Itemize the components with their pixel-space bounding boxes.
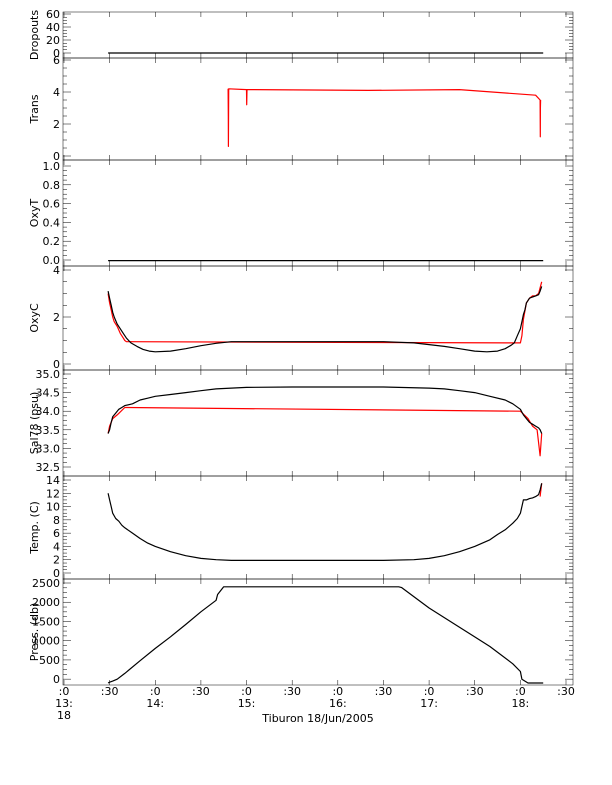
y-tick-label: 20	[46, 34, 60, 47]
y-tick-label: 14	[46, 474, 60, 487]
y-axis-label: OxyT	[28, 199, 41, 228]
y-tick-label: 0	[53, 150, 60, 163]
y-tick-label: 33.5	[36, 424, 61, 437]
y-tick-label: 2000	[32, 596, 60, 609]
y-tick-label: 40	[46, 21, 60, 34]
x-tick-label: :30	[192, 685, 210, 698]
y-tick-label: 6	[53, 527, 60, 540]
x-tick-label: :0	[424, 685, 435, 698]
y-tick-label: 8	[53, 514, 60, 527]
y-tick-label: 0.6	[43, 198, 61, 211]
y-tick-label: 34.0	[36, 405, 61, 418]
y-tick-label: 0.0	[43, 254, 61, 267]
y-tick-label: 0.4	[43, 216, 61, 229]
y-axis-label: Sal78 (psu)	[28, 392, 41, 455]
x-tick-label: :30	[283, 685, 301, 698]
panel-1: 0 2 4 6 Trans	[28, 54, 574, 163]
x-tick-label: :30	[375, 685, 393, 698]
x-tick-label: :0	[515, 685, 526, 698]
series-line	[107, 281, 543, 344]
series-line	[107, 483, 543, 562]
y-tick-label: 0	[53, 358, 60, 371]
chart-panels: 0204060Dropouts0246Trans0.00.20.40.60.81…	[28, 8, 574, 686]
panel-frame	[62, 369, 574, 477]
x-tick-label: 18	[57, 709, 71, 722]
x-tick-label: 13:	[55, 697, 73, 710]
x-tick-label: 18:	[512, 697, 530, 710]
y-axis-label: Temp. (C)	[28, 501, 41, 555]
y-tick-label: 4	[53, 540, 60, 553]
x-tick-label: :0	[241, 685, 252, 698]
y-tick-label: 60	[46, 8, 60, 21]
y-tick-label: 2	[53, 554, 60, 567]
x-tick-label: :30	[101, 685, 119, 698]
panel-6: 0 500 1000 1500 2000 2500 Press. (db)	[28, 577, 574, 686]
y-tick-label: 0	[53, 673, 60, 686]
y-tick-label: 0.2	[43, 235, 61, 248]
panel-frame	[62, 159, 574, 267]
series-line	[107, 386, 543, 434]
y-tick-label: 12	[46, 487, 60, 500]
panel-frame	[62, 11, 574, 59]
panel-frame	[62, 475, 574, 580]
y-tick-label: 0	[53, 47, 60, 60]
y-axis-label: Trans	[28, 94, 41, 124]
x-tick-label: 14:	[146, 697, 164, 710]
x-tick-label: 15:	[238, 697, 256, 710]
panel-3: 0 2 4 OxyC	[28, 260, 574, 371]
y-tick-label: 500	[39, 654, 60, 667]
y-tick-label: 1000	[32, 635, 60, 648]
y-tick-label: 10	[46, 501, 60, 514]
series-line	[107, 286, 543, 353]
y-axis-label: Press. (db)	[28, 603, 41, 662]
y-axis-label: OxyC	[28, 303, 41, 333]
y-tick-label: 0.8	[43, 179, 61, 192]
chart-caption: Tiburon 18/Jun/2005	[261, 712, 373, 725]
panel-2: 0.0 0.2 0.4 0.6 0.8 1.0 OxyT	[28, 159, 574, 267]
series-line	[227, 88, 542, 147]
x-tick-label: :30	[557, 685, 575, 698]
y-tick-label: 4	[53, 86, 60, 99]
x-tick-label: :0	[332, 685, 343, 698]
x-tick-label: :30	[466, 685, 484, 698]
x-tick-label: :0	[150, 685, 161, 698]
y-tick-label: 2	[53, 118, 60, 131]
y-tick-label: 2500	[32, 577, 60, 590]
series-line	[107, 406, 543, 457]
x-tick-label: :0	[59, 685, 70, 698]
panel-4: 32.5 33.0 33.5 34.0 34.5 35.0 Sal78 (psu)	[28, 368, 574, 477]
panel-frame	[62, 265, 574, 371]
y-tick-label: 0	[53, 567, 60, 580]
panel-frame	[62, 57, 574, 161]
y-tick-label: 32.5	[36, 461, 61, 474]
x-tick-label: 17:	[420, 697, 438, 710]
y-tick-label: 6	[53, 54, 60, 67]
y-axis-label: Dropouts	[28, 10, 41, 60]
series-line	[107, 586, 544, 684]
y-tick-label: 34.5	[36, 387, 61, 400]
x-axis-labels: :013:18:30:014::30:015::30:016::30:017::…	[55, 685, 575, 722]
y-tick-label: 1.0	[43, 160, 61, 173]
y-tick-label: 35.0	[36, 368, 61, 381]
y-tick-label: 4	[53, 264, 60, 277]
y-tick-label: 2	[53, 311, 60, 324]
y-tick-label: 33.0	[36, 442, 61, 455]
x-tick-label: 16:	[329, 697, 347, 710]
panel-frame	[62, 578, 574, 686]
y-tick-label: 1500	[32, 615, 60, 628]
